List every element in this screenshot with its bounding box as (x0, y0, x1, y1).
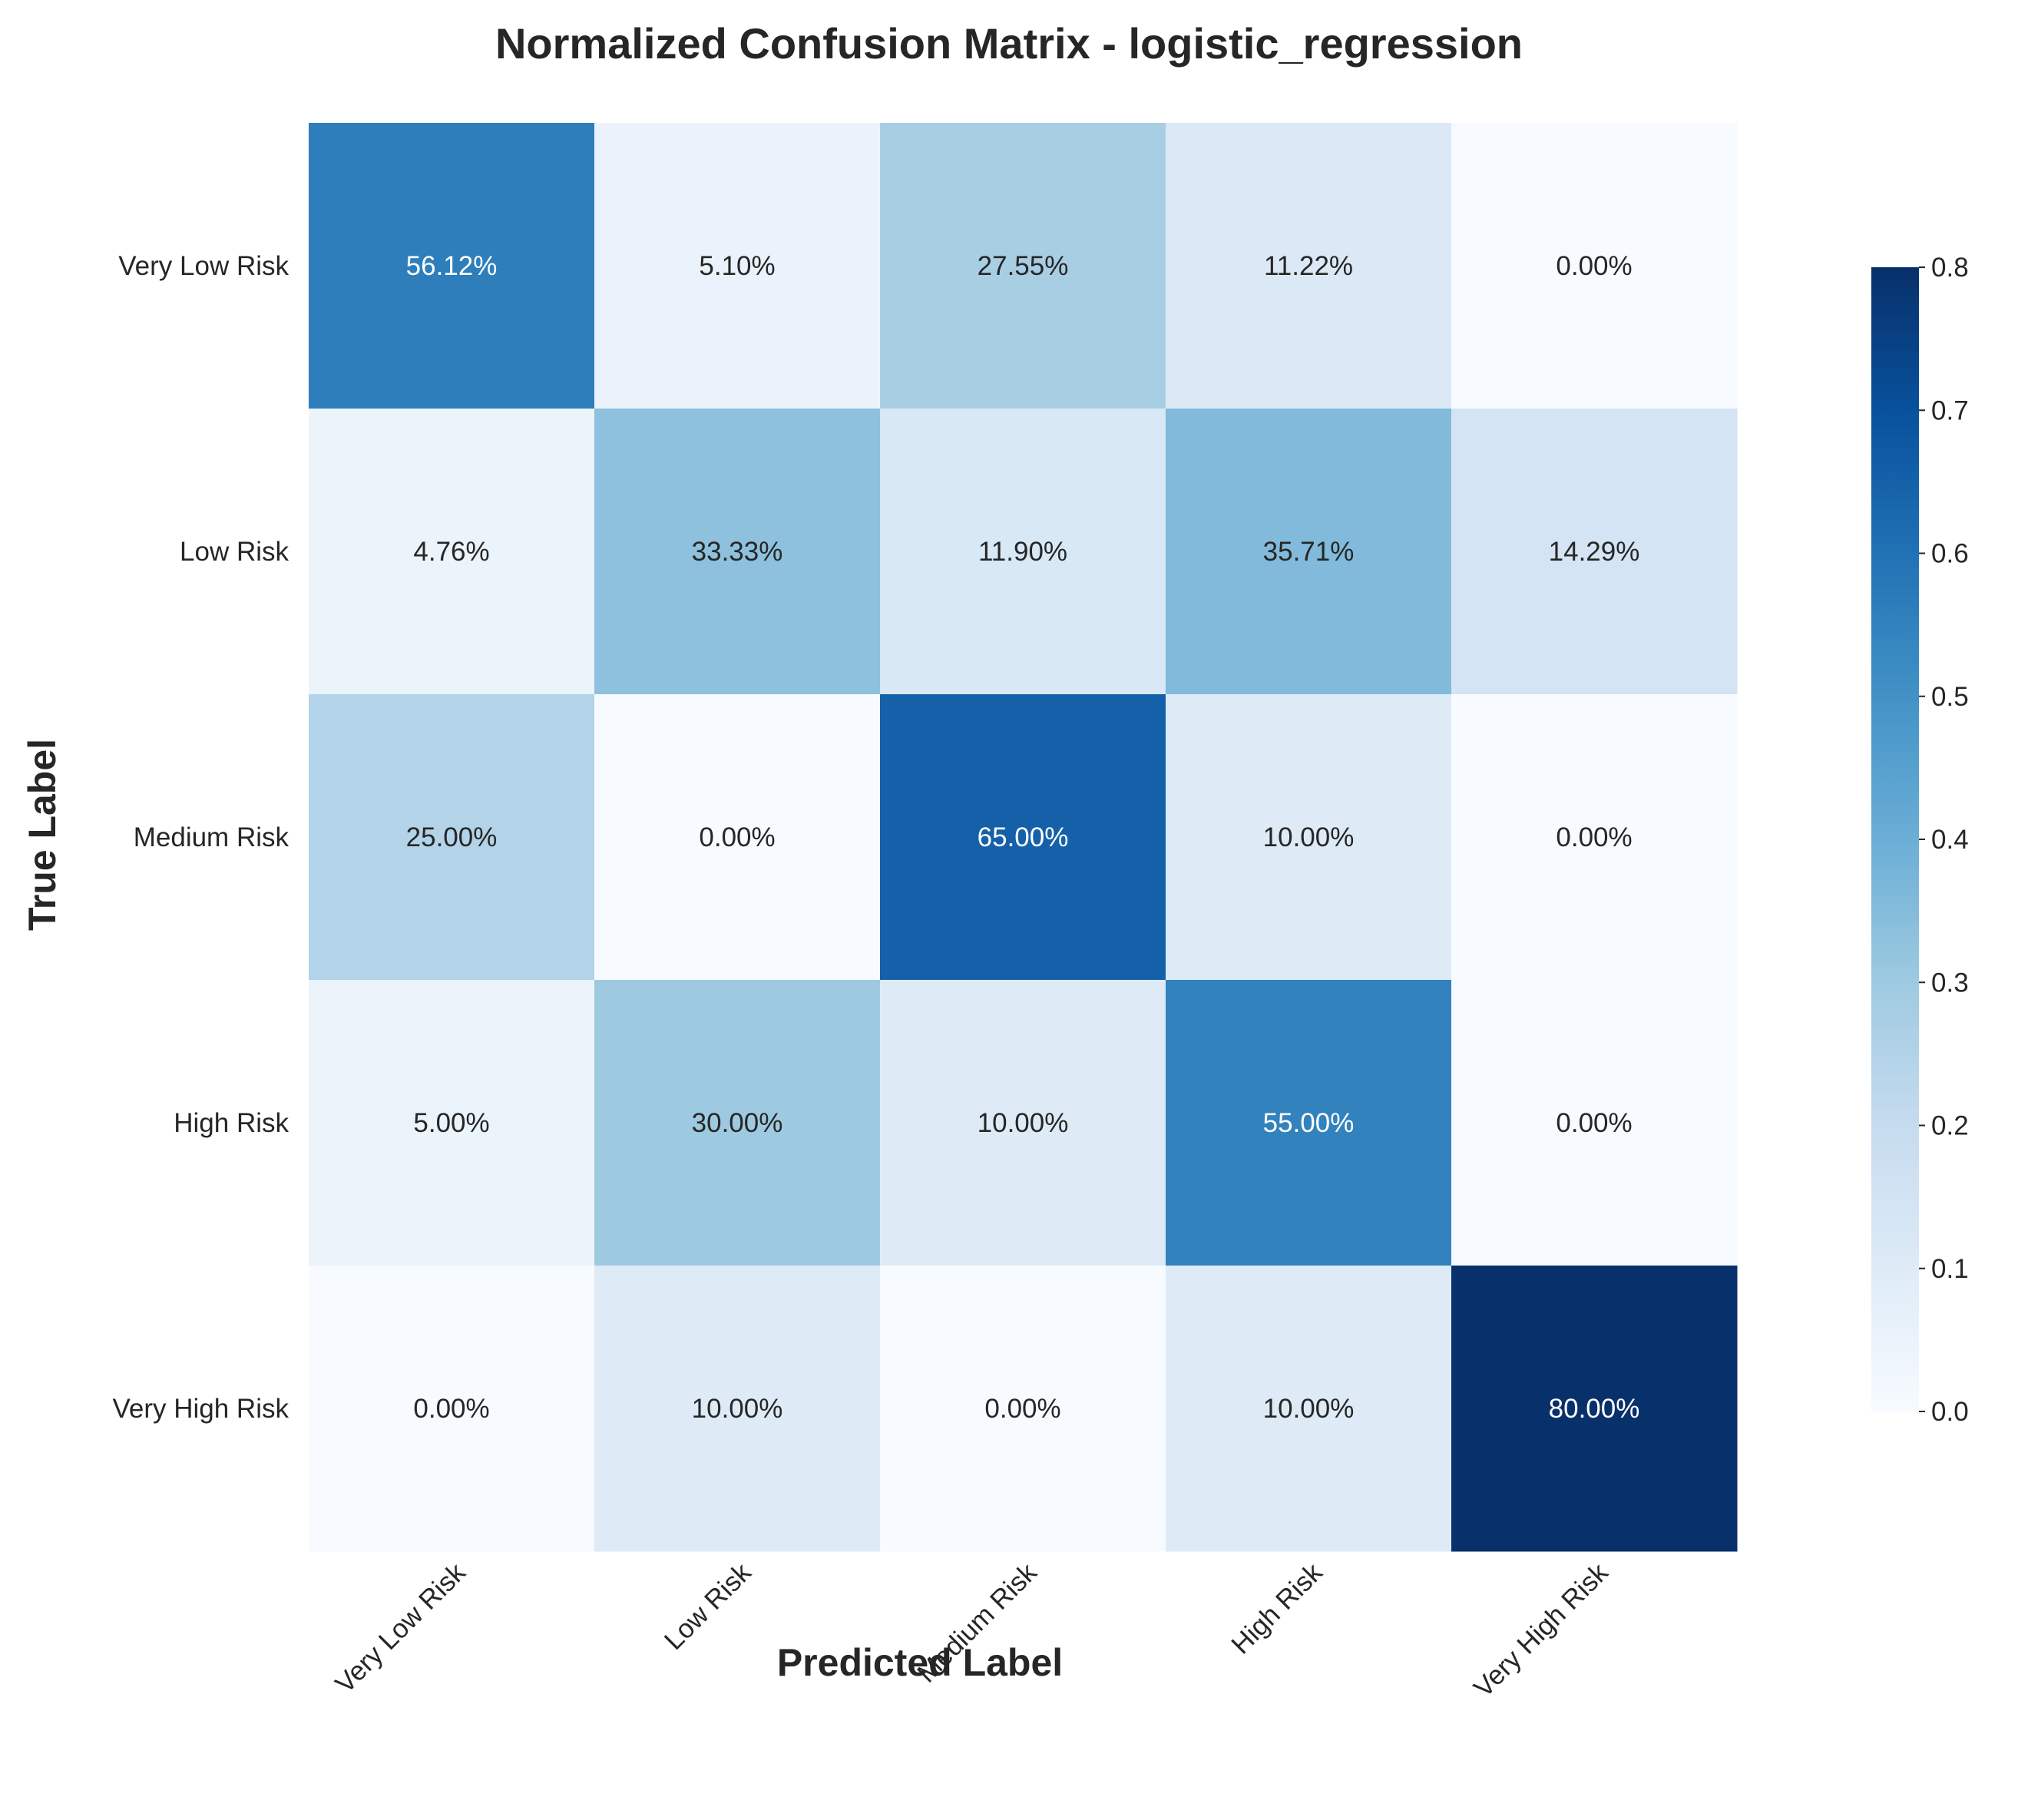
cell-value-label: 80.00% (1549, 1394, 1640, 1424)
cell-value-label: 11.90% (978, 537, 1067, 567)
cell-value-label: 5.10% (699, 251, 775, 281)
x-tick-label: Low Risk (659, 1557, 757, 1656)
cell-value-label: 5.00% (413, 1108, 489, 1138)
cell-value-label: 10.00% (978, 1108, 1069, 1138)
heatmap-cell (309, 123, 595, 409)
heatmap-cell (880, 980, 1166, 1266)
cell-value-label: 33.33% (692, 537, 783, 567)
heatmap-cell (594, 980, 881, 1266)
cell-value-label: 4.76% (413, 537, 489, 567)
heatmap-cell (1451, 1266, 1738, 1552)
colorbar-tick-label: 0.6 (1931, 539, 1969, 569)
colorbar-tick-label: 0.0 (1931, 1397, 1969, 1427)
heatmap-cell (880, 409, 1166, 695)
cell-value-label: 0.00% (1556, 1108, 1632, 1138)
colorbar-tick-label: 0.4 (1931, 825, 1969, 855)
x-tick-label: Very Low Risk (329, 1557, 471, 1699)
heatmap-cell (1451, 123, 1738, 409)
heatmap-cell-labels: 56.12% 5.10% 27.55% 11.22% 0.00% 4.76% 33.33% 1… (406, 251, 1640, 1424)
heatmap-cell (1166, 409, 1452, 695)
heatmap-cell (594, 694, 881, 981)
heatmap-cell (1166, 1266, 1452, 1552)
chart-title: Normalized Confusion Matrix - logistic_r… (495, 19, 1523, 68)
x-axis-label: Predicted Label (777, 1641, 1063, 1684)
x-tick-label: Very High Risk (1468, 1557, 1614, 1703)
cell-value-label: 10.00% (1263, 822, 1355, 852)
heatmap-cell (1451, 980, 1738, 1266)
heatmap-cell (309, 1266, 595, 1552)
colorbar-tick-label: 0.7 (1931, 395, 1969, 425)
heatmap-cell (309, 980, 595, 1266)
heatmap-cell (880, 1266, 1166, 1552)
colorbar-tick-labels: 0.0 0.1 0.2 0.3 0.4 0.5 0.6 0.7 0.8 (1919, 253, 1969, 1427)
colorbar-tick-label: 0.5 (1931, 682, 1969, 712)
cell-value-label: 10.00% (1263, 1394, 1355, 1424)
heatmap-cell (1166, 123, 1452, 409)
colorbar-tick-label: 0.2 (1931, 1111, 1969, 1141)
cell-value-label: 0.00% (1556, 822, 1632, 852)
cell-value-label: 14.29% (1549, 537, 1640, 567)
heatmap-cell (880, 123, 1166, 409)
heatmap-cell (1451, 694, 1738, 981)
y-tick-label: Low Risk (180, 537, 289, 567)
colorbar-tick-label: 0.1 (1931, 1254, 1969, 1284)
cell-value-label: 27.55% (978, 251, 1069, 281)
heatmap-cell (1166, 980, 1452, 1266)
heatmap-cell (880, 694, 1166, 981)
cell-value-label: 65.00% (978, 822, 1069, 852)
heatmap-cell (1451, 409, 1738, 695)
y-tick-labels: Very Low Risk Low Risk Medium Risk High Ris… (112, 251, 289, 1424)
cell-value-label: 25.00% (406, 822, 498, 852)
y-tick-label: Very High Risk (112, 1394, 289, 1424)
cell-value-label: 0.00% (1556, 251, 1632, 281)
cell-value-label: 0.00% (699, 822, 775, 852)
cell-value-label: 56.12% (406, 251, 498, 281)
cell-value-label: 11.22% (1264, 251, 1353, 281)
cell-value-label: 0.00% (413, 1394, 489, 1424)
cell-value-label: 35.71% (1263, 537, 1355, 567)
cell-value-label: 55.00% (1263, 1108, 1355, 1138)
heatmap-cells (309, 123, 1738, 1552)
y-tick-label: Very Low Risk (118, 251, 289, 281)
heatmap-cell (594, 409, 881, 695)
colorbar-tick-label: 0.8 (1931, 253, 1969, 283)
heatmap-cell (594, 123, 881, 409)
y-axis-label: True Label (21, 739, 64, 931)
colorbar (1871, 267, 1919, 1411)
heatmap-cell (309, 409, 595, 695)
x-tick-label: High Risk (1226, 1557, 1328, 1660)
heatmap-cell (309, 694, 595, 981)
heatmap-cell (594, 1266, 881, 1552)
y-tick-label: High Risk (174, 1108, 289, 1138)
colorbar-tick-label: 0.3 (1931, 968, 1969, 998)
heatmap-cell (1166, 694, 1452, 981)
cell-value-label: 0.00% (984, 1394, 1060, 1424)
cell-value-label: 30.00% (692, 1108, 783, 1138)
cell-value-label: 10.00% (692, 1394, 783, 1424)
y-tick-label: Medium Risk (134, 822, 289, 852)
